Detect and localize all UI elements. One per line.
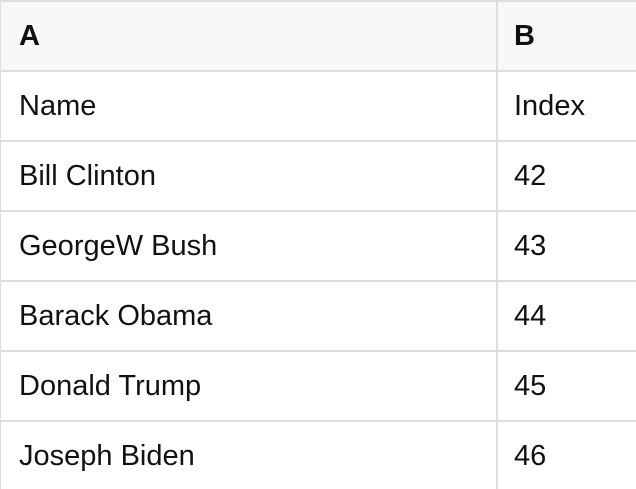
cell-column-a[interactable]: Name: [1, 72, 498, 142]
table-row: Barack Obama 44: [1, 282, 636, 352]
table-row: Bill Clinton 42: [1, 142, 636, 212]
table-row: Donald Trump 45: [1, 352, 636, 422]
table-row: Name Index: [1, 72, 636, 142]
cell-column-b[interactable]: 46: [498, 422, 636, 489]
cell-column-a[interactable]: Barack Obama: [1, 282, 498, 352]
column-header-row: A B: [1, 2, 636, 72]
cell-column-b[interactable]: 45: [498, 352, 636, 422]
cell-column-a[interactable]: Bill Clinton: [1, 142, 498, 212]
table-row: Joseph Biden 46: [1, 422, 636, 489]
cell-column-a[interactable]: Donald Trump: [1, 352, 498, 422]
column-header-a[interactable]: A: [1, 2, 498, 72]
cell-column-a[interactable]: Joseph Biden: [1, 422, 498, 489]
cell-column-b[interactable]: 43: [498, 212, 636, 282]
cell-column-a[interactable]: GeorgeW Bush: [1, 212, 498, 282]
column-header-b[interactable]: B: [498, 2, 636, 72]
cell-column-b[interactable]: Index: [498, 72, 636, 142]
table-row: GeorgeW Bush 43: [1, 212, 636, 282]
cell-column-b[interactable]: 44: [498, 282, 636, 352]
cell-column-b[interactable]: 42: [498, 142, 636, 212]
table-body: Name Index Bill Clinton 42 GeorgeW Bush 43 Bar…: [1, 72, 636, 489]
